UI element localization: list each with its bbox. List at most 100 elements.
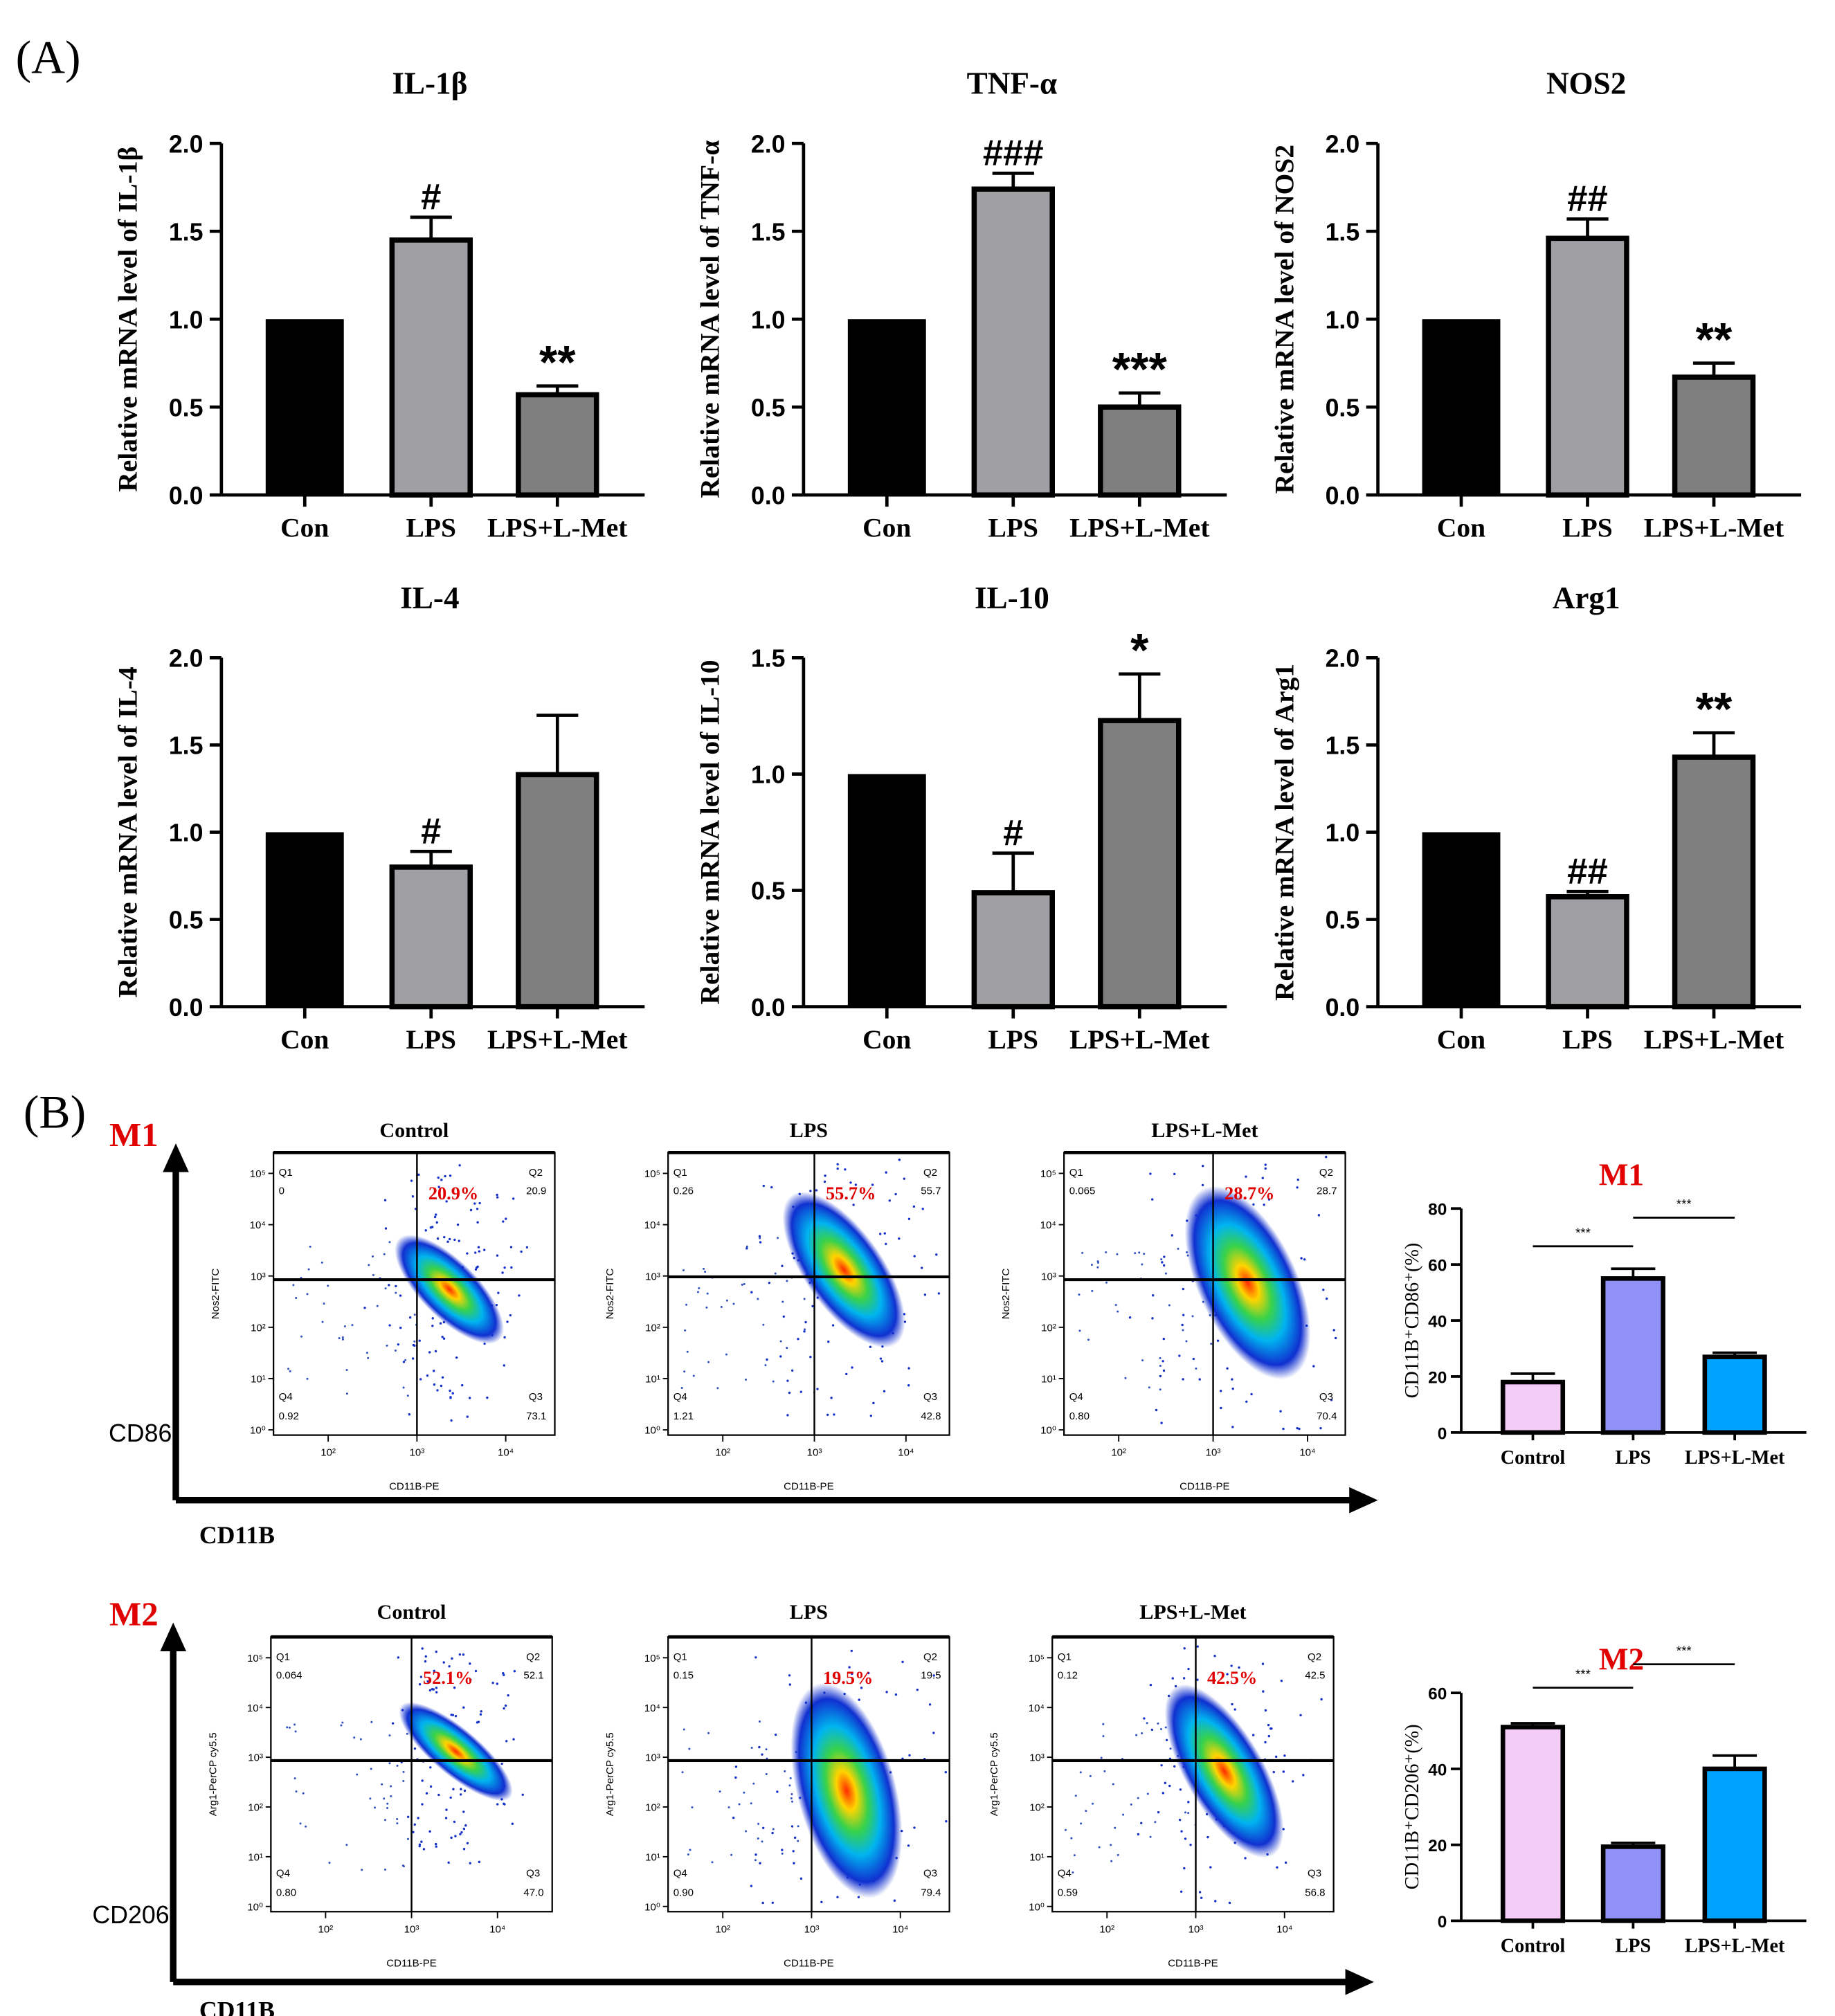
- event-dot: [292, 1284, 295, 1287]
- event-dot: [754, 1853, 757, 1856]
- event-dot: [1334, 1336, 1337, 1340]
- x-axis-label: CD11B-PE: [1168, 1957, 1218, 1969]
- event-dot: [435, 1221, 438, 1224]
- event-dot: [799, 1877, 803, 1880]
- event-dot: [435, 1845, 437, 1848]
- event-dot: [782, 1315, 785, 1318]
- event-dot: [804, 1320, 807, 1324]
- event-dot: [447, 1861, 450, 1864]
- event-dot: [323, 1302, 325, 1305]
- event-dot: [520, 1250, 523, 1253]
- y-tick-label: 10¹: [645, 1374, 660, 1386]
- event-dot: [288, 1726, 291, 1729]
- chart-layer: IL-1β Relative mRNA level of IL-1β 0.0 0.5 1…: [92, 66, 1807, 2016]
- event-dot: [1117, 1853, 1119, 1856]
- event-dot: [781, 1852, 784, 1855]
- density-cluster: [1164, 1684, 1284, 1858]
- event-dot: [732, 1302, 735, 1305]
- event-dot: [734, 1765, 738, 1768]
- bar: [1546, 894, 1629, 1010]
- event-dot: [1160, 1727, 1163, 1730]
- event-dot: [809, 1190, 812, 1192]
- y-axis-label: Relative mRNA level of Arg1: [1269, 664, 1299, 1001]
- event-dot: [1220, 1406, 1222, 1410]
- event-dot: [433, 1383, 436, 1386]
- event-dot: [404, 1359, 407, 1361]
- event-dot: [1296, 1426, 1299, 1430]
- x-tick-label: Con: [862, 1024, 911, 1055]
- event-dot: [932, 1732, 935, 1734]
- event-dot: [435, 1687, 438, 1689]
- event-dot: [383, 1797, 386, 1800]
- event-dot: [1090, 1264, 1093, 1266]
- event-dot: [443, 1235, 446, 1239]
- y-tick-label: 10²: [1029, 1802, 1045, 1814]
- event-dot: [426, 1374, 429, 1377]
- event-dot: [872, 1401, 875, 1405]
- event-dot: [1226, 1673, 1229, 1676]
- q2-highlight-percent: 28.7%: [1224, 1183, 1274, 1204]
- quadrant-name: Q4: [1058, 1867, 1072, 1879]
- chart-title: M1: [1599, 1157, 1644, 1192]
- event-dot: [1148, 1386, 1150, 1389]
- y-axis-label: Nos2-FITC: [1000, 1269, 1012, 1320]
- event-dot: [799, 1390, 802, 1393]
- event-dot: [384, 1287, 387, 1290]
- y-tick-label: 10²: [248, 1802, 263, 1814]
- event-dot: [743, 1791, 745, 1794]
- q3-value: 47.0: [523, 1887, 543, 1899]
- y-tick-label: 0.0: [751, 482, 786, 509]
- event-dot: [1160, 1764, 1163, 1767]
- event-dot: [501, 1271, 504, 1274]
- event-dot: [792, 1850, 795, 1853]
- event-dot: [426, 1680, 429, 1683]
- x-tick-label: 10³: [1188, 1923, 1204, 1935]
- q2-value: 28.7: [1317, 1186, 1337, 1197]
- event-dot: [1282, 1427, 1285, 1431]
- event-dot: [921, 1266, 923, 1269]
- event-dot: [707, 1361, 710, 1363]
- q2-highlight-percent: 19.5%: [823, 1668, 873, 1688]
- event-dot: [496, 1682, 499, 1685]
- event-dot: [793, 1862, 795, 1864]
- event-dot: [732, 1816, 735, 1819]
- y-tick-label: 10¹: [251, 1374, 266, 1386]
- significance-label: *: [1130, 625, 1149, 677]
- y-tick-label: 10⁴: [250, 1219, 266, 1231]
- significance-label: #: [421, 177, 441, 218]
- event-dot: [1079, 1771, 1082, 1774]
- event-dot: [779, 1340, 782, 1343]
- event-dot: [384, 1868, 387, 1871]
- event-dot: [750, 1747, 753, 1750]
- event-dot: [440, 1384, 443, 1388]
- event-dot: [1200, 1896, 1203, 1899]
- event-dot: [771, 1831, 774, 1835]
- event-dot: [1283, 1754, 1286, 1757]
- bar: [1672, 754, 1756, 1010]
- event-dot: [823, 1180, 826, 1183]
- y-tick-label: 10⁴: [644, 1219, 660, 1231]
- event-dot: [1141, 1359, 1144, 1362]
- event-dot: [394, 1350, 397, 1352]
- quadrant-name: Q1: [279, 1167, 293, 1179]
- event-dot: [1155, 1408, 1158, 1412]
- y-tick-label: 40: [1428, 1761, 1447, 1779]
- event-dot: [356, 1773, 359, 1776]
- event-dot: [1244, 1857, 1247, 1860]
- event-dot: [1091, 1289, 1094, 1292]
- event-dot: [711, 1861, 714, 1864]
- event-dot: [1141, 1732, 1144, 1734]
- y-tick-label: 10⁵: [1040, 1168, 1056, 1180]
- event-dot: [503, 1802, 505, 1805]
- event-dot: [848, 1666, 851, 1669]
- event-dot: [738, 1803, 741, 1806]
- event-dot: [496, 1254, 499, 1257]
- event-dot: [1160, 1258, 1163, 1261]
- arrow-up-icon: [160, 1622, 187, 1651]
- event-dot: [307, 1268, 310, 1271]
- x-tick-label: Con: [1437, 512, 1485, 543]
- event-dot: [1322, 1288, 1325, 1291]
- event-dot: [345, 1392, 348, 1395]
- event-dot: [765, 1773, 768, 1776]
- event-dot: [1210, 1343, 1213, 1345]
